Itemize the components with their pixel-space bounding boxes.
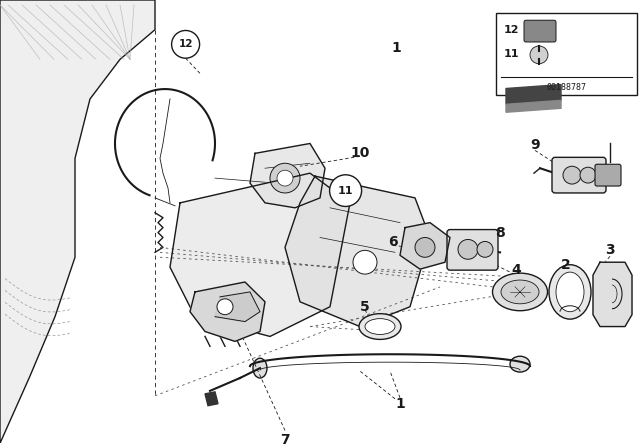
Circle shape (580, 167, 596, 183)
Ellipse shape (549, 265, 591, 319)
Ellipse shape (365, 319, 395, 335)
Circle shape (172, 30, 200, 58)
Circle shape (415, 237, 435, 257)
Text: 1: 1 (395, 397, 405, 411)
Text: 3: 3 (605, 243, 615, 257)
Text: 4: 4 (511, 263, 521, 277)
Polygon shape (400, 223, 450, 269)
Polygon shape (215, 292, 260, 322)
Circle shape (530, 46, 548, 64)
Text: 10: 10 (350, 146, 370, 160)
Ellipse shape (510, 356, 530, 372)
Circle shape (330, 175, 362, 207)
Text: 9: 9 (530, 138, 540, 152)
Ellipse shape (556, 272, 584, 312)
FancyBboxPatch shape (524, 20, 556, 42)
Text: 11: 11 (504, 49, 520, 59)
Polygon shape (190, 282, 265, 341)
FancyBboxPatch shape (552, 157, 606, 193)
Ellipse shape (359, 314, 401, 340)
FancyBboxPatch shape (595, 164, 621, 186)
Polygon shape (506, 100, 561, 112)
Text: 8: 8 (495, 225, 505, 240)
Ellipse shape (501, 280, 539, 304)
Text: 12: 12 (179, 39, 193, 49)
Text: 1: 1 (392, 41, 402, 55)
Polygon shape (285, 176, 430, 327)
Polygon shape (0, 0, 155, 444)
Circle shape (458, 240, 478, 259)
Circle shape (563, 166, 581, 184)
Circle shape (477, 241, 493, 257)
Circle shape (277, 170, 293, 186)
Circle shape (353, 250, 377, 274)
Text: 00188787: 00188787 (547, 83, 586, 92)
Text: 12: 12 (504, 25, 520, 35)
Circle shape (270, 163, 300, 193)
Polygon shape (506, 85, 561, 104)
Circle shape (217, 299, 233, 314)
Text: 7: 7 (280, 433, 290, 448)
Polygon shape (170, 173, 350, 336)
Ellipse shape (493, 273, 547, 311)
FancyBboxPatch shape (447, 229, 498, 270)
Text: 6: 6 (388, 236, 398, 250)
Text: 2: 2 (561, 258, 571, 272)
Polygon shape (205, 392, 218, 406)
FancyBboxPatch shape (496, 13, 637, 95)
Text: 5: 5 (360, 300, 370, 314)
Polygon shape (250, 143, 325, 208)
Ellipse shape (253, 358, 267, 378)
Polygon shape (593, 262, 632, 327)
Text: 11: 11 (338, 185, 353, 196)
